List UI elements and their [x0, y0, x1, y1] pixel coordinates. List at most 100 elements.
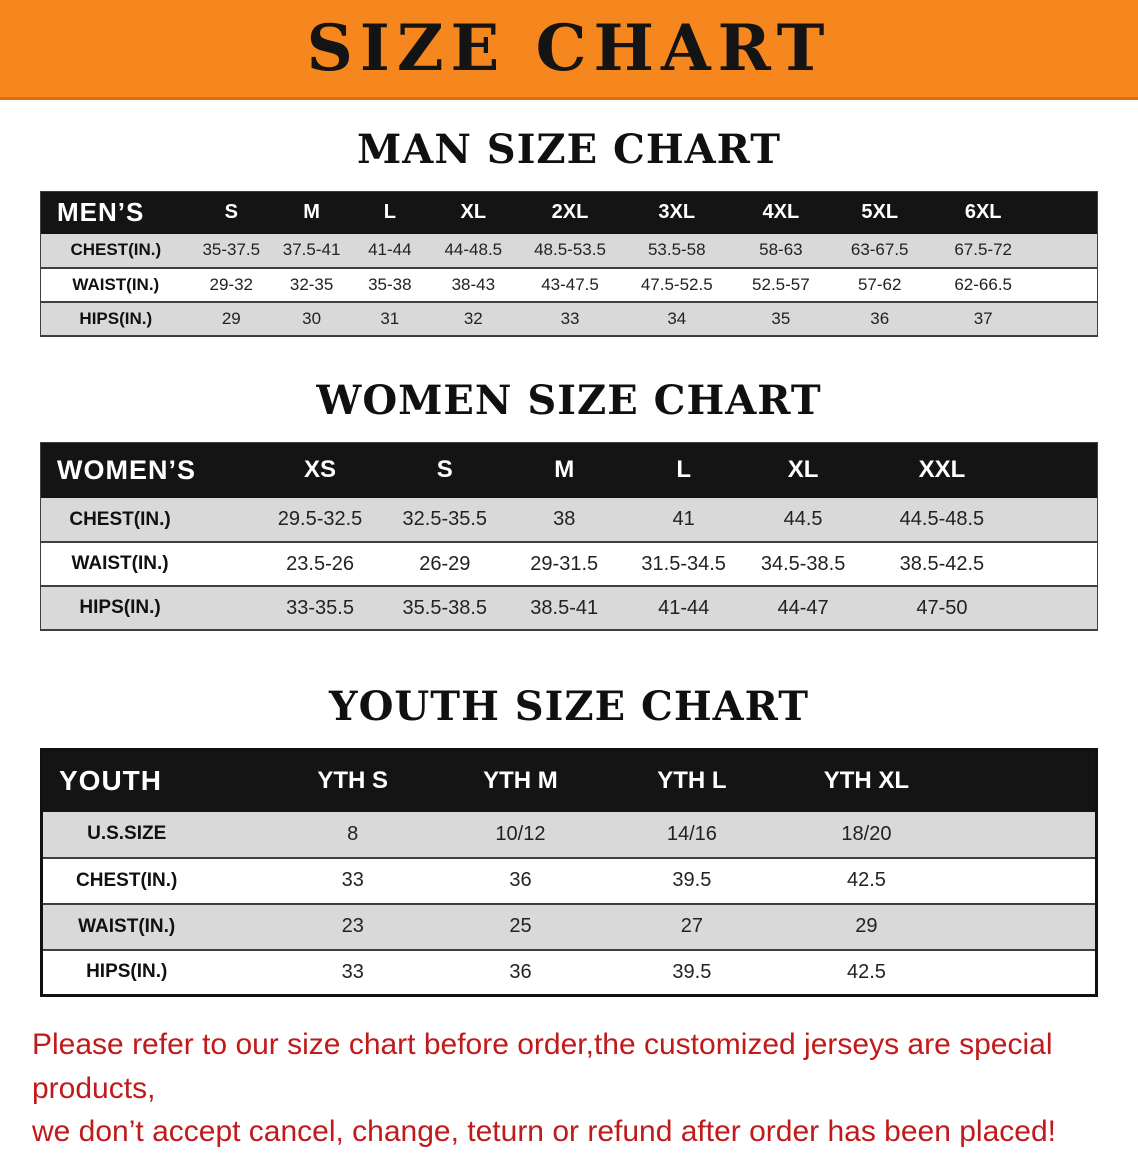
size-value-cell: 36: [509, 869, 532, 891]
size-value-cell: 58-63: [759, 240, 803, 259]
measurement-row: CHEST(IN.) 33 36 39.5 42.5: [41, 857, 1097, 904]
size-column-header: S: [385, 442, 505, 498]
size-value-cell: 10/12: [495, 822, 546, 845]
size-column-header: YTH M: [435, 749, 606, 812]
size-value-cell: 29.5-32.5: [277, 508, 363, 530]
size-column-header: S: [190, 191, 272, 234]
table-corner-label: WOMEN’S: [40, 442, 256, 498]
size-value-cell: 52.5-57: [752, 274, 810, 294]
size-value-cell: 44.5: [783, 508, 823, 530]
size-value-cell: 36: [870, 308, 890, 328]
table-header-row: YOUTH YTH S YTH M YTH L YTH XL: [41, 749, 1097, 812]
size-value-cell: 63-67.5: [850, 240, 909, 259]
size-column-header: YTH S: [270, 749, 435, 812]
size-value-cell: 31: [380, 308, 400, 328]
measurement-row: HIPS(IN.) 33 36 39.5 42.5: [41, 949, 1097, 996]
measurement-label: U.S.SIZE: [87, 823, 167, 844]
size-column-header: M: [271, 191, 352, 234]
size-value-cell: 57-62: [857, 274, 902, 294]
size-column-header: YTH XL: [777, 749, 1097, 812]
size-column-header: L: [351, 191, 429, 234]
size-value-cell: 26-29: [419, 552, 471, 575]
size-value-cell: 35: [771, 308, 791, 328]
size-value-cell: 47-50: [916, 596, 968, 619]
size-value-cell: 38.5-41: [530, 596, 599, 619]
size-column-header: 3XL: [621, 191, 732, 234]
size-value-cell: 41: [672, 508, 695, 530]
measurement-label: CHEST(IN.): [76, 869, 178, 891]
size-value-cell: 38-43: [451, 274, 496, 294]
measurement-row: WAIST(IN.) 23.5-26 26-29 29-31.5 31.5-34.5 34…: [40, 542, 1098, 586]
size-value-cell: 35-37.5: [202, 240, 261, 259]
measurement-label: CHEST(IN.): [70, 240, 162, 259]
measurement-row: HIPS(IN.) 33-35.5 35.5-38.5 38.5-41 41-44 44-…: [40, 586, 1098, 630]
size-value-cell: 32.5-35.5: [402, 508, 488, 530]
size-value-cell: 34.5-38.5: [760, 552, 846, 575]
size-value-cell: 29-31.5: [530, 552, 599, 575]
size-value-cell: 29: [855, 915, 878, 937]
disclaimer: Please refer to our size chart before or…: [0, 1023, 1138, 1154]
size-value-cell: 38: [553, 508, 576, 530]
measurement-row: WAIST(IN.) 29-32 32-35 35-38 38-43 43-47.5 47.…: [40, 267, 1098, 302]
table-header-row: WOMEN’S XS S M L XL XXL: [40, 442, 1098, 498]
size-column-header: 4XL: [731, 191, 831, 234]
disclaimer-line-1: Please refer to our size chart before or…: [32, 1028, 1053, 1105]
size-value-cell: 37.5-41: [282, 240, 341, 259]
measurement-label: HIPS(IN.): [79, 597, 161, 618]
size-column-header: XS: [255, 442, 386, 498]
size-value-cell: 48.5-53.5: [534, 240, 606, 259]
size-value-cell: 33: [341, 869, 364, 891]
measurement-label: WAIST(IN.): [72, 274, 160, 294]
youth-size-table: YOUTH YTH S YTH M YTH L YTH XL U.S.SIZE 8 10/12…: [40, 748, 1098, 997]
size-value-cell: 25: [509, 915, 532, 937]
size-value-cell: 39.5: [672, 960, 712, 983]
women-section-heading: WOMEN SIZE CHART: [316, 376, 822, 424]
size-value-cell: 33: [341, 960, 364, 983]
size-value-cell: 67.5-72: [954, 240, 1013, 259]
table-corner-label: YOUTH: [41, 749, 271, 812]
youth-section: YOUTH SIZE CHART YOUTH YTH S YTH M YTH L YTH…: [0, 683, 1138, 997]
size-value-cell: 33: [560, 308, 580, 328]
size-column-header: XXL: [862, 442, 1098, 498]
measurement-label: HIPS(IN.): [86, 961, 168, 983]
table-header-row: MEN’S S M L XL 2XL 3XL 4XL 5XL 6XL: [40, 191, 1098, 234]
size-value-cell: 42.5: [846, 960, 886, 983]
size-value-cell: 41-44: [658, 596, 710, 619]
size-value-cell: 42.5: [846, 869, 886, 891]
size-column-header: 5XL: [830, 191, 930, 234]
measurement-row: WAIST(IN.) 23 25 27 29: [41, 903, 1097, 950]
measurement-label: HIPS(IN.): [79, 308, 153, 328]
size-value-cell: 62-66.5: [954, 274, 1013, 294]
measurement-row: U.S.SIZE 8 10/12 14/16 18/20: [41, 811, 1097, 858]
size-value-cell: 23: [341, 915, 364, 937]
size-value-cell: 38.5-42.5: [899, 552, 985, 575]
size-value-cell: 35-38: [368, 274, 412, 294]
measurement-label: WAIST(IN.): [78, 915, 176, 937]
size-value-cell: 35.5-38.5: [402, 596, 488, 619]
measurement-label: WAIST(IN.): [71, 553, 169, 574]
size-value-cell: 43-47.5: [541, 274, 599, 294]
size-value-cell: 18/20: [841, 822, 892, 845]
size-value-cell: 44.5-48.5: [899, 508, 985, 530]
size-value-cell: 32: [463, 308, 483, 328]
size-column-header: 2XL: [518, 191, 622, 234]
size-value-cell: 53.5-58: [647, 240, 706, 259]
size-value-cell: 47.5-52.5: [640, 274, 713, 294]
size-value-cell: 44-47: [777, 596, 829, 619]
size-value-cell: 27: [680, 915, 703, 937]
size-value-cell: 29: [221, 308, 241, 328]
table-corner-label: MEN’S: [40, 191, 191, 234]
youth-section-heading: YOUTH SIZE CHART: [329, 683, 809, 730]
men-section-heading: MAN SIZE CHART: [357, 126, 781, 173]
measurement-row: CHEST(IN.) 35-37.5 37.5-41 41-44 44-48.5 48.5…: [40, 233, 1098, 268]
size-value-cell: 34: [667, 308, 687, 328]
size-value-cell: 33-35.5: [286, 596, 354, 619]
size-column-header: XL: [428, 191, 519, 234]
size-value-cell: 8: [347, 822, 359, 845]
banner: SIZE CHART: [0, 0, 1138, 100]
size-column-header: YTH L: [605, 749, 778, 812]
women-section: WOMEN SIZE CHART WOMEN’S XS S M L XL XXL CHEST(…: [0, 376, 1138, 631]
page-title: SIZE CHART: [306, 10, 832, 86]
size-value-cell: 44-48.5: [444, 240, 503, 259]
size-value-cell: 31.5-34.5: [641, 552, 726, 575]
